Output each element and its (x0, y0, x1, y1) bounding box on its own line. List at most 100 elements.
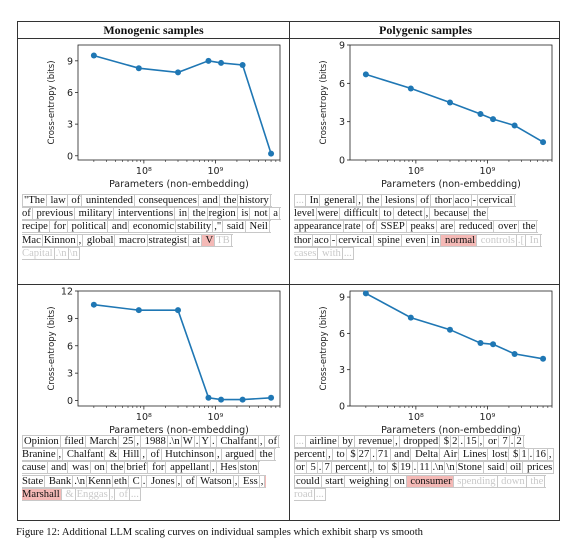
token: Enggas (74, 487, 110, 501)
plot-frame (77, 290, 281, 407)
token: , (76, 233, 84, 247)
token: appellant (165, 461, 211, 475)
y-tick-label: 0 (339, 402, 345, 413)
plot-frame (77, 44, 281, 161)
column-header-polygenic: Polygenic samples (379, 23, 472, 37)
token: C (128, 474, 142, 488)
token: W (180, 435, 195, 448)
token: Kenn (86, 474, 114, 488)
token: spending (452, 474, 498, 488)
data-point (511, 350, 518, 357)
token: consequences (133, 194, 199, 207)
token: Hutchinson (160, 448, 217, 462)
token: strategist (146, 233, 189, 247)
data-point (490, 341, 497, 348)
token: of (181, 474, 197, 488)
token: . (458, 435, 466, 448)
data-point (362, 290, 369, 297)
row-divider (18, 284, 559, 285)
token: . (508, 435, 516, 448)
token: In (304, 194, 321, 207)
column-header-monogenic: Monogenic samples (103, 23, 204, 37)
y-tick-label: 12 (61, 287, 73, 298)
figure-grid: Monogenic samples Polygenic samples 0 3 6 9… (17, 21, 560, 521)
token: of (114, 487, 130, 501)
token: Opinion (22, 435, 61, 448)
data-point (239, 396, 246, 403)
y-tick-label: 6 (67, 88, 73, 99)
token: thor (430, 194, 454, 207)
token: & (60, 487, 76, 501)
data-point (239, 62, 246, 69)
series-line (365, 73, 544, 143)
data-point (540, 139, 547, 146)
token: of (263, 435, 279, 448)
series-line (93, 54, 272, 154)
data-point (218, 396, 225, 403)
token: eth (112, 474, 129, 488)
token: , (367, 461, 375, 475)
token: are (435, 220, 456, 234)
token: , (356, 194, 363, 207)
y-tick-label: 3 (339, 117, 345, 128)
data-point (477, 111, 484, 117)
token: for (48, 220, 68, 234)
sample-text-top-right: ... In general, the lesions of thor aco - c… (294, 194, 554, 260)
token: previous (31, 207, 75, 221)
token: SSEP (376, 220, 407, 234)
token: 25 (118, 435, 136, 448)
y-tick-label: 3 (67, 120, 73, 131)
token: . (411, 461, 419, 475)
token: . (316, 461, 324, 475)
y-axis-label: Cross-entropy (bits) (319, 306, 329, 390)
token: percent (294, 435, 525, 462)
data-point (174, 307, 181, 314)
token: interventions (113, 207, 176, 221)
token: .[ (515, 233, 527, 247)
token: cervical (477, 194, 515, 207)
chart-bottom-left: 0 3 6 9 12 10⁸ 10⁹ Parameters (non-embedding) Cr… (47, 287, 281, 435)
token: 2 (514, 435, 524, 448)
token: aco (452, 194, 472, 207)
sample-text-bottom-right: ... airline by revenue, dropped $2. 15, o… (294, 435, 555, 501)
token: peaks (405, 220, 437, 234)
chart-bottom-right: 0 3 6 9 10⁸ 10⁹ Parameters (non-embedding) Cros… (319, 290, 553, 435)
token: 11 (417, 461, 432, 475)
chart-top-left: 0 3 6 9 10⁸ 10⁹ Parameters (non-embedding) Cros… (47, 44, 281, 189)
token: . (193, 435, 201, 448)
token: the (218, 194, 239, 207)
token: the (525, 474, 546, 488)
panel-bottom-left: 0 3 6 9 12 10⁸ 10⁹ Parameters (non-embedding) Cr… (18, 285, 289, 531)
token: . (210, 435, 217, 448)
x-axis-label: Parameters (non-embedding) (109, 425, 249, 435)
x-tick-label: 10⁸ (408, 412, 424, 423)
token: ... (128, 487, 141, 501)
token: unintended (81, 194, 135, 207)
token: said (222, 220, 246, 234)
token: of (66, 194, 83, 207)
token: , (140, 448, 148, 462)
token: Delta (410, 448, 441, 462)
token: stability (175, 220, 214, 234)
data-point (407, 314, 414, 321)
token: , (56, 448, 64, 462)
token: percent (330, 461, 369, 475)
token: on (389, 474, 407, 488)
token: 5 (305, 461, 318, 475)
token: State (22, 461, 261, 488)
token: is (236, 207, 251, 221)
token: and (107, 220, 130, 234)
token: down (496, 474, 527, 488)
token: global (82, 233, 116, 247)
token: the (188, 207, 208, 221)
token: Hill (118, 448, 142, 462)
x-tick-label: 10⁹ (207, 166, 223, 177)
token: 27 (356, 448, 372, 462)
y-tick-label: 9 (67, 56, 73, 67)
token: were (315, 207, 341, 221)
token: 16 (533, 448, 548, 462)
token: $ (387, 461, 400, 475)
panel-bottom-right: 0 3 6 9 10⁸ 10⁹ Parameters (non-embedding) Cros… (290, 285, 561, 531)
token: in (426, 233, 442, 247)
token: even (400, 233, 428, 247)
